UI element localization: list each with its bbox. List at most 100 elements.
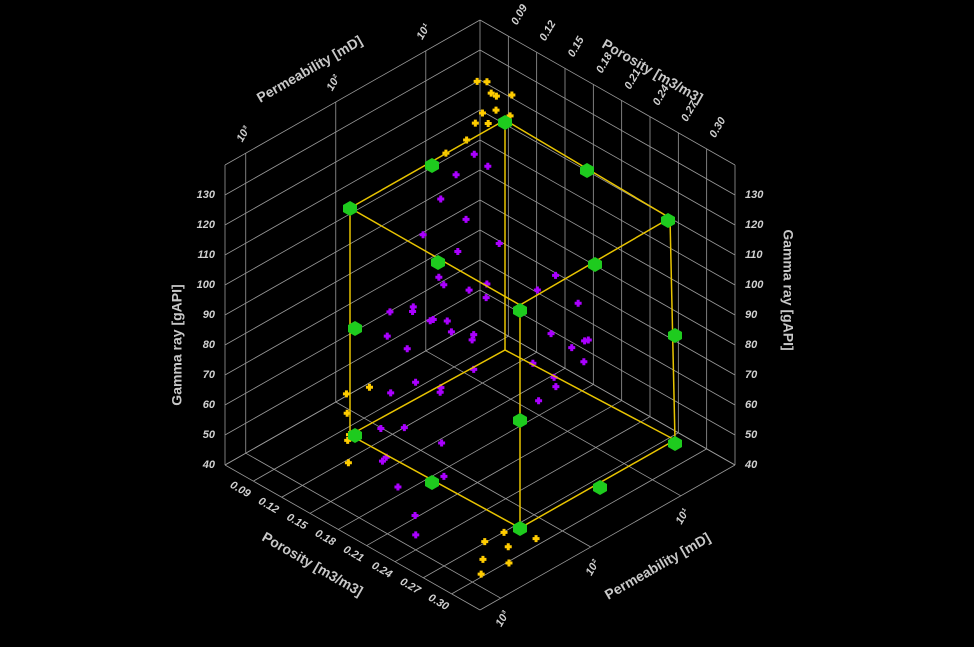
handle[interactable] xyxy=(348,321,362,336)
grid-line xyxy=(479,259,736,406)
z-tick-label: 130 xyxy=(745,189,764,201)
point xyxy=(492,106,500,114)
grid-line xyxy=(224,289,481,436)
point xyxy=(504,543,512,551)
point xyxy=(437,195,445,203)
handle[interactable] xyxy=(668,328,682,343)
y-tick-label: 10¹ xyxy=(415,22,434,42)
handle[interactable] xyxy=(431,255,445,270)
z-tick-label: 40 xyxy=(744,459,758,471)
x-tick-label: 0.09 xyxy=(228,479,253,501)
point xyxy=(403,345,411,353)
z-tick-label: 70 xyxy=(203,369,216,381)
handle[interactable] xyxy=(513,521,527,536)
grid-line xyxy=(224,319,481,466)
handle[interactable] xyxy=(593,480,607,495)
handle[interactable] xyxy=(580,163,594,178)
point xyxy=(533,286,541,294)
point xyxy=(500,528,508,536)
handle[interactable] xyxy=(513,303,527,318)
point xyxy=(532,535,540,543)
z-tick-label: 110 xyxy=(745,249,763,261)
grid-line xyxy=(479,319,736,466)
handle[interactable] xyxy=(668,436,682,451)
z-tick-label: 80 xyxy=(745,339,758,351)
y-tick-label: 10³ xyxy=(234,124,253,144)
point xyxy=(412,378,420,386)
point xyxy=(465,286,473,294)
z-tick-label: 60 xyxy=(745,399,758,411)
grid-line xyxy=(479,109,736,256)
grid-line xyxy=(224,199,481,346)
point xyxy=(438,439,446,447)
point xyxy=(477,570,485,578)
z-tick-label: 100 xyxy=(745,279,764,291)
labels: 0.090.090.120.120.150.150.180.180.210.21… xyxy=(169,2,797,629)
point xyxy=(378,457,386,465)
handle[interactable] xyxy=(498,115,512,130)
grid-line xyxy=(309,367,566,514)
point xyxy=(492,92,500,100)
x-tick-label: 0.18 xyxy=(313,527,338,549)
point xyxy=(447,328,455,336)
point xyxy=(426,317,434,325)
point xyxy=(342,390,350,398)
point xyxy=(484,162,492,170)
point xyxy=(344,459,352,467)
handle[interactable] xyxy=(425,158,439,173)
point xyxy=(547,330,555,338)
axis-title: Gamma ray [gAPI] xyxy=(169,284,185,405)
point xyxy=(495,239,503,247)
grid-line xyxy=(479,229,736,376)
handle[interactable] xyxy=(513,413,527,428)
grid-line xyxy=(366,400,622,546)
box-bottom[interactable] xyxy=(349,434,676,529)
z-tick-label: 110 xyxy=(197,249,215,261)
handle[interactable] xyxy=(661,213,675,228)
axis-title: Porosity [m3/m3] xyxy=(599,36,705,107)
handle[interactable] xyxy=(588,257,602,272)
point xyxy=(470,150,478,158)
grid-line xyxy=(451,448,707,595)
axis-edge xyxy=(479,19,736,166)
point xyxy=(443,317,451,325)
x-tick-label: 0.24 xyxy=(369,560,394,581)
axis-title: Porosity [m3/m3] xyxy=(259,529,365,600)
point xyxy=(386,308,394,316)
handles[interactable] xyxy=(343,115,682,536)
box-bottom-back[interactable] xyxy=(349,349,676,441)
handle[interactable] xyxy=(348,428,362,443)
point xyxy=(581,337,589,345)
selection-box[interactable] xyxy=(343,115,682,536)
z-tick-label: 120 xyxy=(197,219,216,231)
x-tick-label: 0.30 xyxy=(707,115,729,140)
grid-line xyxy=(479,169,736,316)
grid-line xyxy=(224,229,481,376)
point xyxy=(552,271,560,279)
grid-line xyxy=(253,335,509,482)
grid-line xyxy=(394,416,651,563)
point xyxy=(365,383,373,391)
grid-line xyxy=(479,139,736,286)
handle[interactable] xyxy=(343,201,357,216)
point xyxy=(479,555,487,563)
point xyxy=(436,388,444,396)
point xyxy=(419,231,427,239)
x-tick-label: 0.15 xyxy=(284,511,309,533)
x-tick-label: 0.12 xyxy=(537,19,558,44)
x-tick-label: 0.21 xyxy=(341,544,366,565)
z-tick-label: 50 xyxy=(203,429,216,441)
z-tick-label: 120 xyxy=(745,219,764,231)
z-tick-label: 50 xyxy=(745,429,758,441)
point xyxy=(468,336,476,344)
axis-title: Gamma ray [gAPI] xyxy=(780,229,796,350)
handle[interactable] xyxy=(425,475,439,490)
z-tick-label: 40 xyxy=(202,459,216,471)
box-edge[interactable] xyxy=(669,217,676,441)
y-tick-label: 10³ xyxy=(494,609,513,629)
point xyxy=(580,358,588,366)
grid-line xyxy=(224,49,481,196)
point xyxy=(478,109,486,117)
axis-title: Permeability [mD] xyxy=(602,529,713,602)
